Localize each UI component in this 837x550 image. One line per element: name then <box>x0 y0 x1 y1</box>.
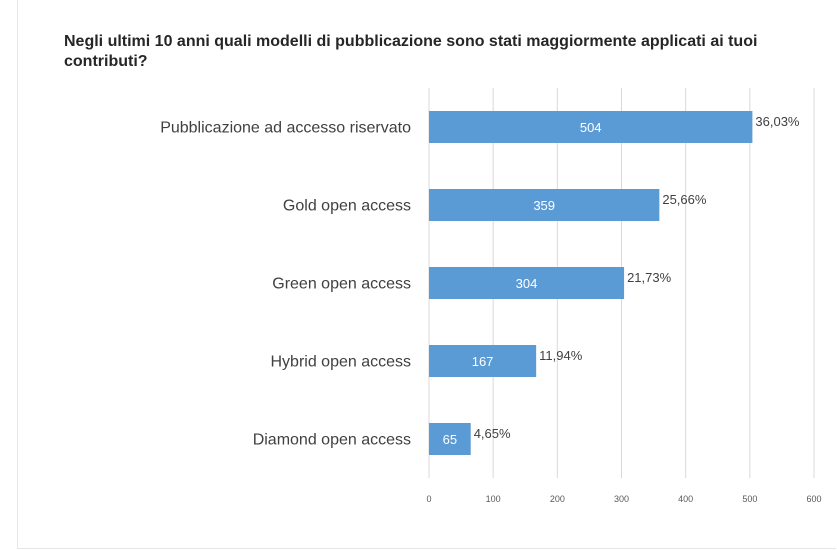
category-label: Green open access <box>272 276 411 293</box>
bar-percent-label: 4,65% <box>474 426 511 441</box>
bar-percent-label: 21,73% <box>627 270 672 285</box>
category-label: Diamond open access <box>253 432 411 449</box>
bar-value-label: 65 <box>443 432 457 447</box>
x-tick-label: 200 <box>550 494 565 504</box>
bar-value-label: 359 <box>533 198 555 213</box>
bar <box>429 111 753 143</box>
bar <box>429 423 471 455</box>
x-tick-label: 500 <box>742 494 757 504</box>
x-tick-label: 100 <box>486 494 501 504</box>
chart-title: Negli ultimi 10 anni quali modelli di pu… <box>64 33 758 70</box>
bar <box>429 189 660 221</box>
bar-percent-label: 25,66% <box>662 192 707 207</box>
x-tick-label: 0 <box>426 494 431 504</box>
category-label: Gold open access <box>283 198 411 215</box>
category-label: Pubblicazione ad accesso riservato <box>160 120 411 137</box>
bar-value-label: 504 <box>580 120 602 135</box>
x-tick-label: 600 <box>806 494 821 504</box>
x-tick-label: 300 <box>614 494 629 504</box>
bar-percent-label: 36,03% <box>755 114 800 129</box>
category-label: Hybrid open access <box>270 354 411 371</box>
x-tick-label: 400 <box>678 494 693 504</box>
bar-value-label: 304 <box>516 276 538 291</box>
bar-percent-label: 11,94% <box>539 348 583 363</box>
bar <box>429 267 625 299</box>
bar <box>429 345 537 377</box>
chart-frame <box>17 0 836 549</box>
bar-value-label: 167 <box>472 354 494 369</box>
